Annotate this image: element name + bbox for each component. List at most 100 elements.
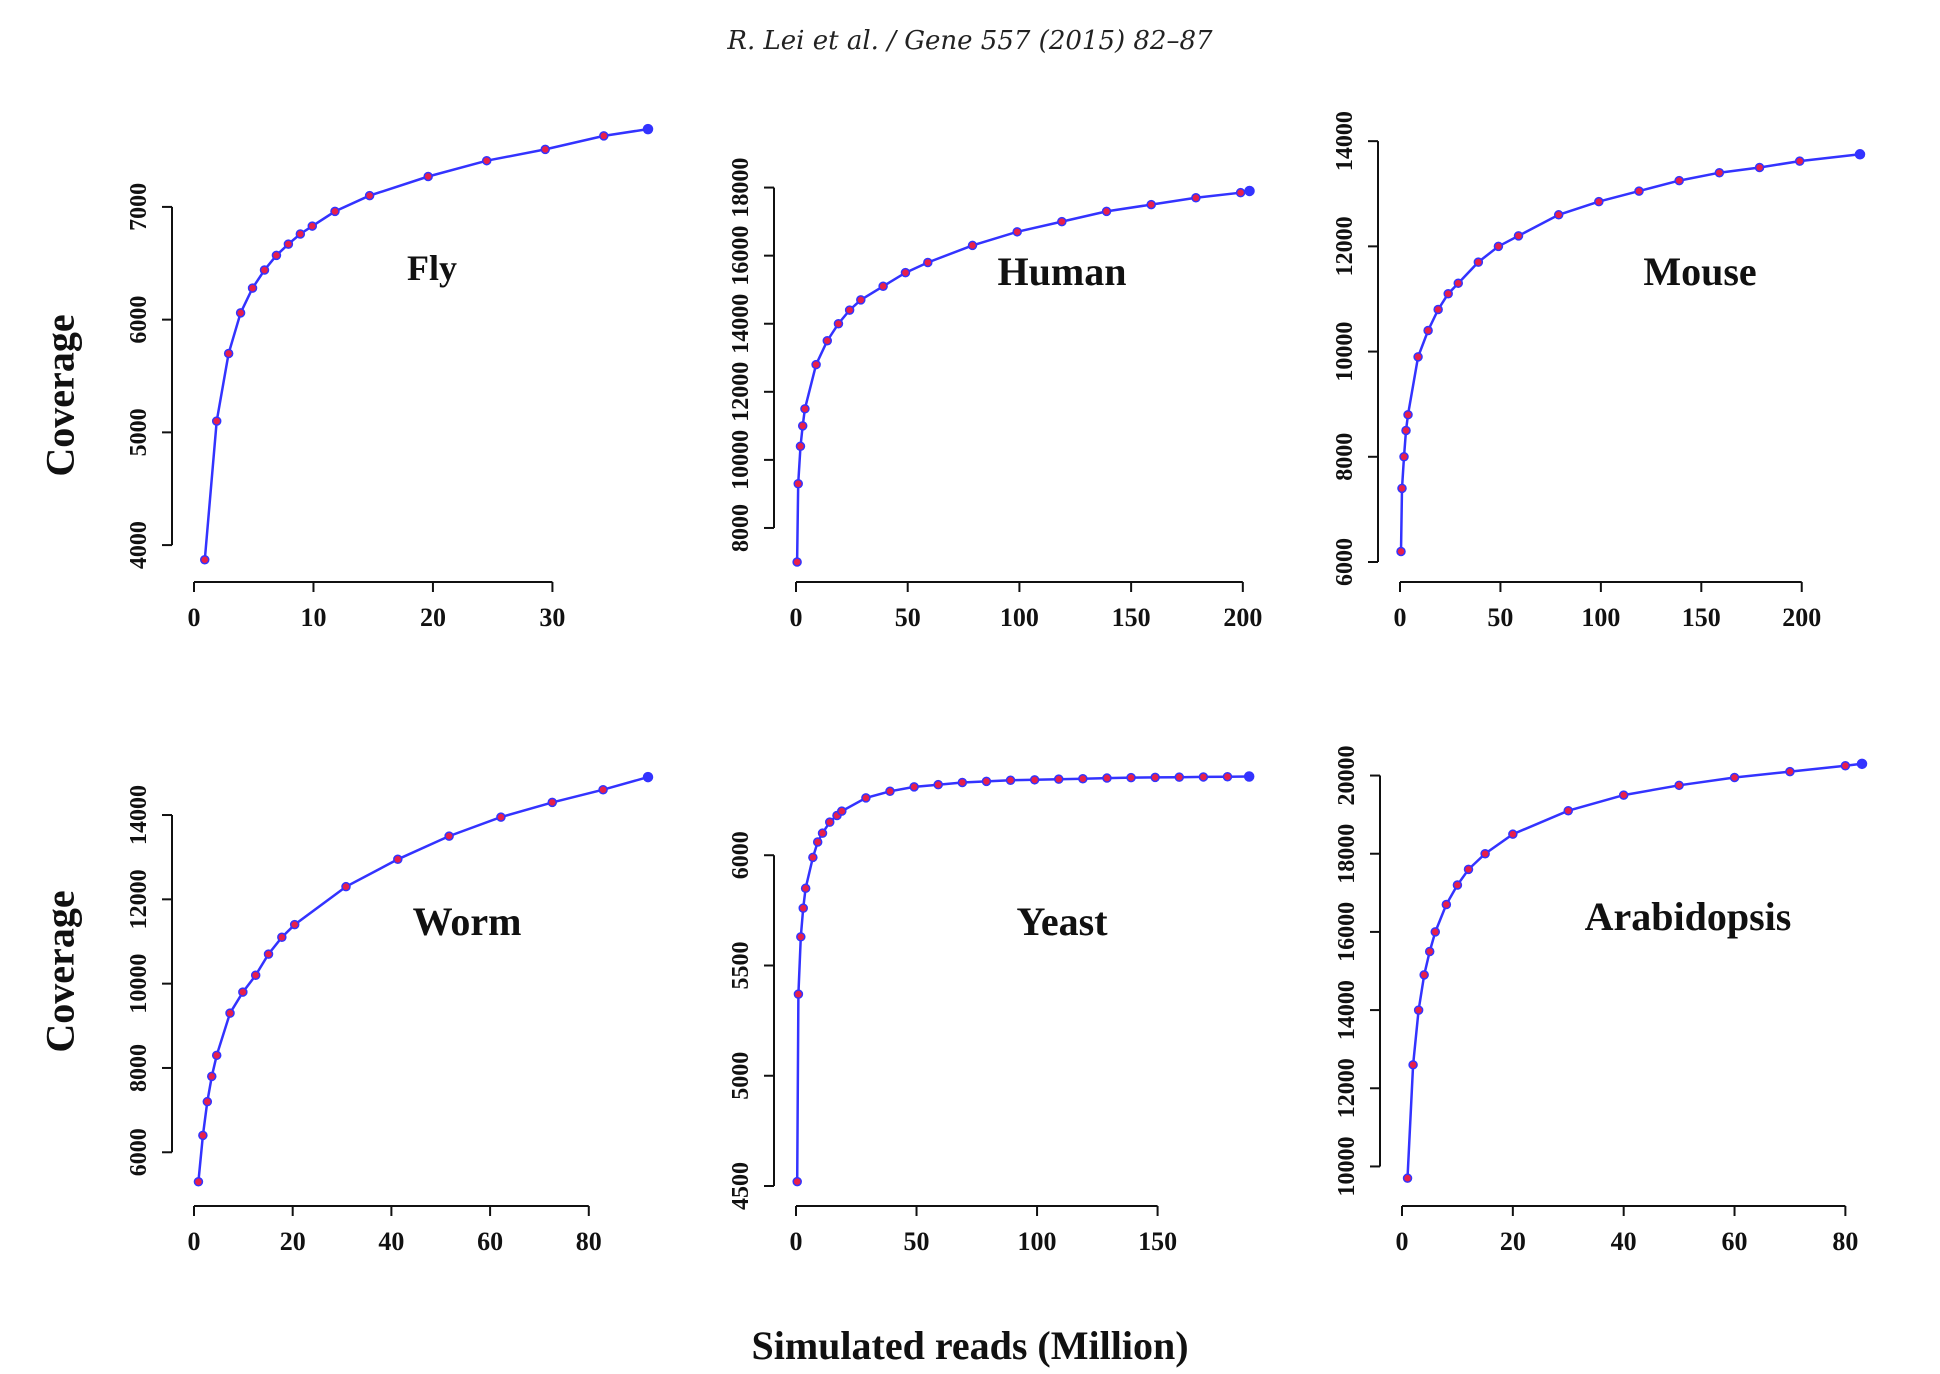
data-point (330, 206, 340, 217)
data-point (642, 771, 654, 783)
y-tick-label: 6000 (728, 831, 754, 879)
data-point (795, 441, 806, 452)
data-point (283, 239, 294, 249)
data-point (933, 779, 943, 790)
data-point (271, 250, 282, 261)
data-point (1433, 304, 1443, 315)
y-tick-label: 10000 (728, 430, 754, 490)
data-point (1146, 199, 1156, 210)
y-tick-label: 5000 (728, 1052, 754, 1100)
data-point (856, 295, 866, 305)
data-point (1618, 790, 1629, 800)
data-point (225, 1008, 235, 1018)
y-tick-label: 4500 (728, 1162, 754, 1210)
chart-title: Mouse (1643, 249, 1756, 294)
data-point (481, 155, 492, 166)
data-point (1102, 773, 1112, 783)
x-tick-label: 0 (1394, 603, 1407, 632)
x-tick-label: 20 (280, 1227, 306, 1256)
chart-title: Fly (407, 248, 457, 288)
data-point (817, 828, 828, 838)
data-point (792, 1176, 802, 1187)
x-tick-label: 20 (1500, 1227, 1526, 1256)
data-point (1634, 186, 1644, 196)
data-point (1053, 774, 1064, 784)
data-point (923, 257, 933, 268)
x-tick-label: 0 (1396, 1227, 1409, 1256)
y-tick-label: 5500 (728, 941, 754, 989)
data-point (1674, 175, 1684, 186)
data-point (885, 786, 895, 797)
data-point (211, 416, 222, 426)
data-point (1453, 278, 1464, 288)
data-point (800, 883, 811, 894)
data-point (238, 987, 248, 997)
data-point (598, 784, 608, 795)
chart-title: Human (998, 249, 1127, 294)
data-point (861, 793, 871, 803)
data-point (793, 478, 803, 489)
data-point (1413, 1005, 1424, 1015)
data-point (200, 554, 210, 565)
data-point (1443, 288, 1453, 299)
data-point (1150, 772, 1160, 783)
data-point (364, 190, 375, 201)
data-point (1714, 167, 1725, 178)
y-tick-label: 12000 (1332, 216, 1358, 276)
data-point (1101, 206, 1112, 217)
y-tick-label: 10000 (126, 954, 152, 1014)
x-tick-label: 50 (904, 1227, 930, 1256)
data-point (798, 903, 808, 913)
data-point (341, 881, 351, 892)
data-point (1222, 771, 1233, 782)
data-point (1729, 772, 1740, 783)
data-point (1553, 210, 1564, 220)
x-tick-label: 30 (539, 603, 565, 632)
chart-title: Worm (413, 899, 522, 944)
data-point (909, 782, 919, 792)
y-tick-label: 20000 (1334, 746, 1360, 806)
y-tick-label: 16000 (728, 226, 754, 286)
y-tick-label: 18000 (1334, 824, 1360, 884)
data-point (1244, 185, 1255, 197)
chart-title: Yeast (1016, 899, 1108, 944)
data-point (878, 281, 888, 292)
data-point (900, 267, 911, 278)
y-tick-label: 7000 (126, 183, 152, 231)
x-axis-label: Simulated reads (Million) (751, 1323, 1189, 1368)
data-point (642, 123, 654, 135)
data-point (1424, 946, 1435, 957)
data-point (1198, 772, 1209, 782)
data-point (1508, 829, 1518, 839)
data-point (1674, 780, 1684, 791)
data-point (1452, 880, 1463, 890)
data-point (540, 144, 551, 155)
data-point (1493, 241, 1504, 252)
data-point (793, 989, 804, 999)
data-point (1840, 761, 1851, 771)
y-tick-label: 16000 (1334, 902, 1360, 962)
data-point (423, 171, 433, 182)
x-tick-label: 150 (1682, 603, 1721, 632)
x-tick-label: 40 (378, 1227, 404, 1256)
data-point (833, 318, 844, 329)
x-tick-label: 100 (1581, 603, 1620, 632)
y-tick-label: 6000 (126, 296, 152, 344)
data-point (1856, 758, 1868, 770)
data-point (496, 812, 506, 822)
data-point (277, 932, 287, 943)
data-point (824, 817, 835, 827)
y-tick-label: 8000 (126, 1044, 152, 1092)
x-tick-label: 60 (477, 1227, 503, 1256)
x-tick-label: 0 (790, 1227, 803, 1256)
data-point (967, 240, 978, 251)
data-point (1423, 325, 1433, 336)
data-point (198, 1130, 208, 1141)
data-point (207, 1071, 217, 1082)
data-point (822, 335, 833, 346)
data-point (812, 837, 823, 847)
y-tick-label: 14000 (1334, 980, 1360, 1040)
data-point (211, 1050, 222, 1061)
